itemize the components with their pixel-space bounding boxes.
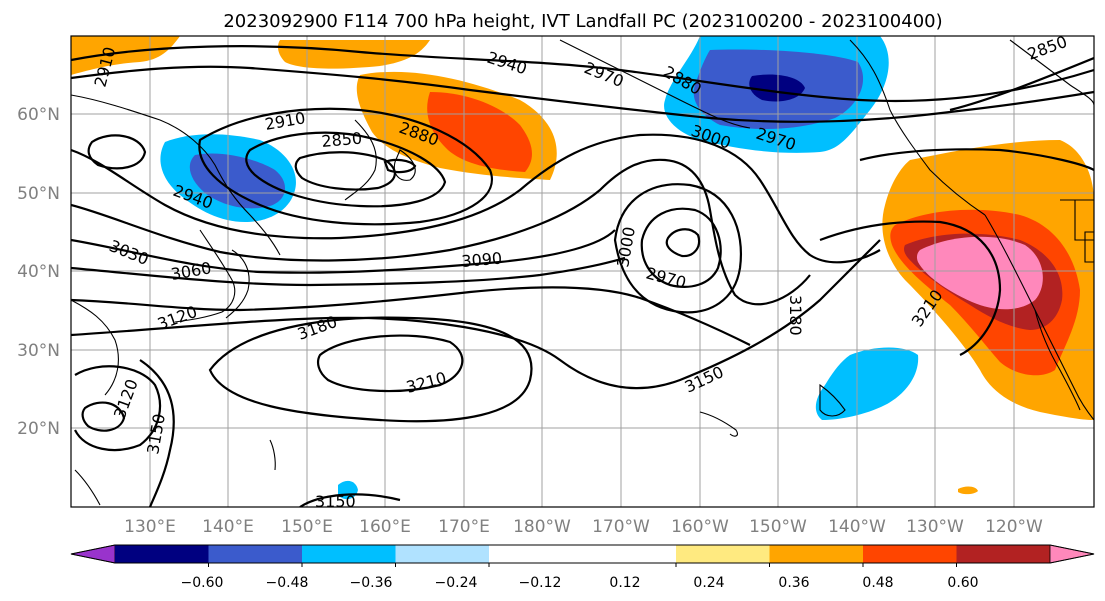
colorbar-segment [395,545,490,563]
colorbar-segment [582,545,677,563]
lat-label: 60°N [17,105,60,125]
contour-label: 3150 [315,492,356,511]
figure-title: 2023092900 F114 700 hPa height, IVT Land… [223,11,942,32]
coastlines [71,39,1094,506]
colorbar: −0.60 −0.48 −0.36 −0.24 −0.12 0.12 0.24 … [70,544,1095,591]
colorbar-segments [70,544,1095,564]
lon-label: 130°E [124,517,176,537]
contour-label: 3180 [786,295,805,336]
anomaly-blue-hawaii [815,347,919,420]
colorbar-segment [489,545,583,563]
anomaly-red-kamchatka [427,92,532,172]
lon-label: 140°E [202,517,254,537]
colorbar-segment [302,545,396,563]
anomaly-orange-bering-west [277,40,430,69]
longitude-labels: 130°E 140°E 150°E 160°E 170°E 180°W 170°… [124,517,1043,537]
anomaly-navy-bering [749,74,805,102]
height-contours [71,45,1094,507]
lat-label: 30°N [17,341,60,361]
colorbar-segment [115,545,209,563]
colorbar-extend-max [1049,544,1095,564]
colorbar-tick-label: 0.24 [693,575,724,591]
anomaly-midblue-okhotsk [189,153,286,209]
anomaly-orange-small [958,486,978,495]
colorbar-tick-label: 0.60 [947,575,978,591]
lon-label: 160°E [359,517,411,537]
colorbar-tick-label: −0.12 [519,575,562,591]
colorbar-tick-label: −0.24 [435,575,478,591]
lat-label: 50°N [17,184,60,204]
colorbar-tick-labels: −0.60 −0.48 −0.36 −0.24 −0.12 0.12 0.24 … [181,575,979,591]
colorbar-segment [863,545,957,563]
contour-label: 2850 [321,129,363,151]
map-panel: 2910 2940 2970 2880 2850 2910 2850 2880 … [70,35,1095,511]
colorbar-segment [676,545,770,563]
lon-label: 120°W [985,517,1043,537]
lon-label: 140°W [828,517,886,537]
colorbar-tick-label: 0.12 [609,575,640,591]
latitude-labels: 60°N 50°N 40°N 30°N 20°N [17,105,60,439]
colorbar-tick-label: 0.36 [778,575,809,591]
anomaly-orange-northwest [71,36,180,75]
lon-label: 150°E [281,517,333,537]
lon-label: 130°W [906,517,964,537]
colorbar-tick-label: −0.48 [266,575,309,591]
colorbar-segment [769,545,864,563]
colorbar-tick-label: −0.36 [350,575,393,591]
colorbar-extend-min [70,544,116,564]
colorbar-tick-label: 0.48 [862,575,893,591]
lat-label: 20°N [17,419,60,439]
shading-layer [71,36,1094,500]
colorbar-segment [956,545,1051,563]
colorbar-tick-label: −0.60 [181,575,224,591]
anomaly-pink-nepac [916,236,1043,310]
colorbar-outline [70,544,1095,564]
lat-label: 40°N [17,262,60,282]
lon-label: 160°W [671,517,729,537]
colorbar-ticks [208,563,957,567]
lon-label: 170°W [592,517,650,537]
lon-label: 180°W [513,517,571,537]
lon-label: 170°E [438,517,490,537]
colorbar-segment [208,545,303,563]
contour-label: 3090 [461,249,503,271]
lon-label: 150°W [749,517,807,537]
